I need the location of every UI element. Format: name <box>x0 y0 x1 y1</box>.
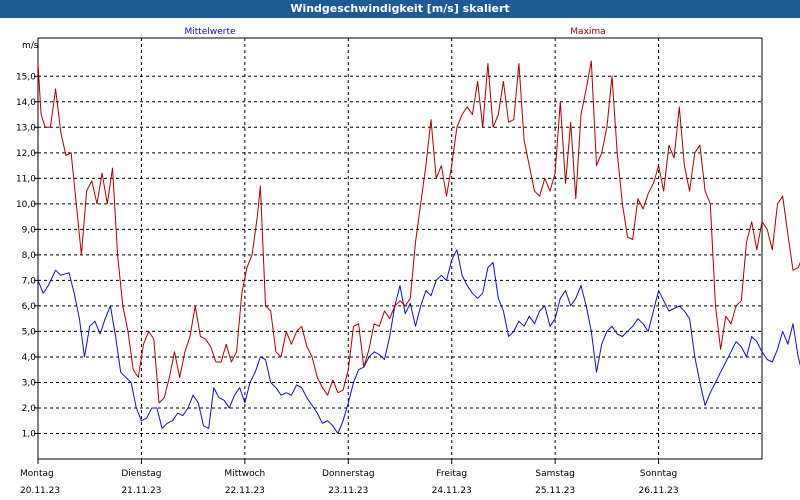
y-tick-label: 11,0 <box>16 174 36 184</box>
y-tick-label: 12,0 <box>16 149 36 159</box>
y-axis: 1,0 2,0 3,0 4,0 5,0 6,0 7,0 8,0 9,0 10,0 11,0 12,0 1… <box>16 72 38 439</box>
x-tick-day: Freitag <box>436 469 467 479</box>
x-tick-date: 22.11.23 <box>225 486 265 496</box>
x-tick-day: Dienstag <box>121 469 161 479</box>
x-tick-day: Mittwoch <box>224 469 265 479</box>
y-tick-label: 3,0 <box>22 378 37 388</box>
y-tick-label: 13,0 <box>16 123 36 133</box>
plot-area <box>37 37 763 460</box>
x-tick-date: 21.11.23 <box>121 486 161 496</box>
y-tick-label: 7,0 <box>22 276 37 286</box>
x-tick-day: Donnerstag <box>322 469 375 479</box>
grid-lines <box>38 38 762 459</box>
y-tick-label: 5,0 <box>22 327 37 337</box>
x-tick-day: Samstag <box>535 469 574 479</box>
x-tick-day: Montag <box>20 469 54 479</box>
series-line-mittelwerte <box>37 249 800 434</box>
window-title: Windgeschwindigkeit [m/s] skaliert <box>0 0 800 18</box>
y-tick-label: 15,0 <box>16 72 36 82</box>
x-axis: Montag 20.11.23 Dienstag 21.11.23 Mittwoch 22… <box>20 459 679 496</box>
y-tick-label: 10,0 <box>16 200 36 210</box>
x-tick-date: 25.11.23 <box>535 486 575 496</box>
y-tick-label: 14,0 <box>16 98 36 108</box>
x-tick-date: 20.11.23 <box>20 486 60 496</box>
series-line-maxima <box>37 60 800 404</box>
x-tick-date: 24.11.23 <box>432 486 472 496</box>
legend-entry-maxima: Maxima <box>570 27 605 37</box>
legend-entry-mittelwerte: Mittelwerte <box>184 27 235 37</box>
legend: Mittelwerte Maxima <box>184 27 605 37</box>
y-tick-label: 1,0 <box>22 429 37 439</box>
y-tick-label: 2,0 <box>22 404 37 414</box>
x-tick-date: 23.11.23 <box>328 486 368 496</box>
x-tick-day: Sonntag <box>640 469 677 479</box>
series-lines <box>37 60 800 434</box>
y-unit-label: m/s <box>22 41 39 51</box>
y-tick-label: 6,0 <box>22 302 37 312</box>
y-tick-label: 4,0 <box>22 353 37 363</box>
y-tick-label: 8,0 <box>22 251 37 261</box>
x-tick-date: 26.11.23 <box>639 486 679 496</box>
y-tick-label: 9,0 <box>22 225 37 235</box>
